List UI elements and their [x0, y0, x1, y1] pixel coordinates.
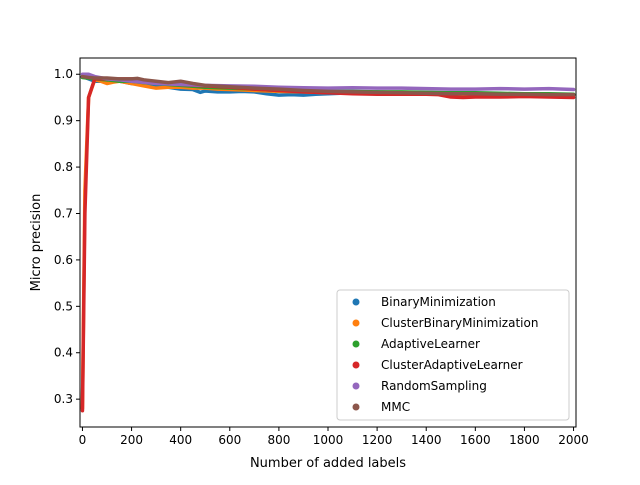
legend-label: AdaptiveLearner	[381, 337, 480, 351]
y-tick-label: 0.9	[54, 114, 73, 128]
y-tick-label: 0.4	[54, 346, 73, 360]
x-tick-label: 1000	[313, 433, 344, 447]
plot-lines	[80, 72, 576, 413]
y-axis-ticks: 0.3 0.4 0.5 0.6 0.7 0.8 0.9 1.0	[54, 67, 80, 406]
x-tick-label: 600	[218, 433, 241, 447]
legend-marker	[352, 340, 360, 348]
y-tick-label: 0.3	[54, 392, 73, 406]
x-axis-ticks: 0 200 400 600 800 1000 1200 1400 1600 1800 2000	[79, 427, 589, 447]
legend-marker	[352, 319, 360, 327]
legend-label: BinaryMinimization	[381, 295, 496, 309]
x-tick-label: 400	[169, 433, 192, 447]
y-tick-label: 0.5	[54, 299, 73, 313]
y-tick-label: 0.8	[54, 160, 73, 174]
legend-label: MMC	[381, 400, 410, 414]
x-tick-label: 0	[79, 433, 87, 447]
x-tick-label: 200	[120, 433, 143, 447]
x-tick-label: 2000	[558, 433, 589, 447]
y-axis-label: Micro precision	[29, 194, 44, 292]
legend-items: BinaryMinimization ClusterBinaryMinimizat…	[352, 295, 538, 414]
y-tick-label: 0.7	[54, 206, 73, 220]
y-tick-label: 1.0	[54, 67, 73, 81]
x-tick-label: 800	[267, 433, 290, 447]
legend-box	[336, 289, 570, 421]
x-tick-label: 1200	[362, 433, 393, 447]
legend-label: ClusterAdaptiveLearner	[381, 358, 523, 372]
legend-label: ClusterBinaryMinimization	[381, 316, 538, 330]
legend-label: RandomSampling	[381, 379, 487, 393]
legend: BinaryMinimization ClusterBinaryMinimizat…	[336, 289, 570, 421]
x-tick-label: 1800	[509, 433, 540, 447]
x-axis-label: Number of added labels	[250, 456, 406, 471]
legend-marker	[352, 298, 360, 306]
series-line-5	[80, 74, 576, 97]
legend-marker	[352, 382, 360, 390]
legend-marker	[352, 361, 360, 369]
y-tick-label: 0.6	[54, 253, 73, 267]
legend-marker	[352, 403, 360, 411]
x-tick-label: 1600	[460, 433, 491, 447]
x-tick-label: 1400	[411, 433, 442, 447]
